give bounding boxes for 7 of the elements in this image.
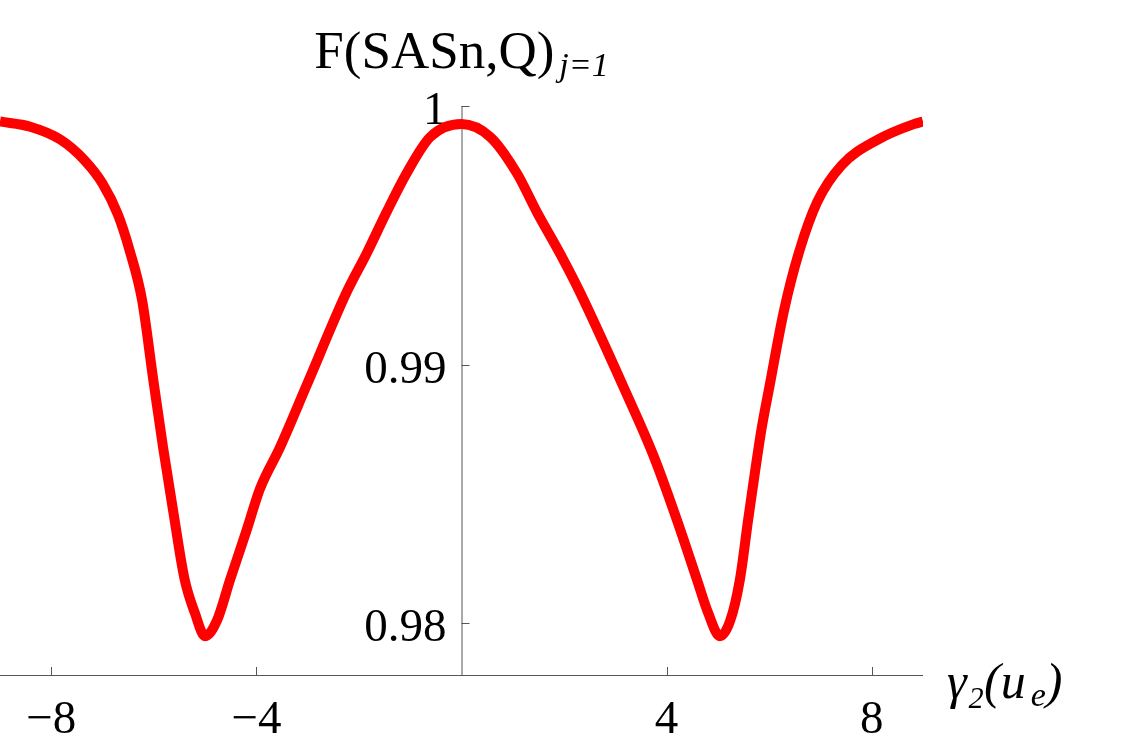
x-tick-label: −8	[26, 691, 77, 743]
y-tick-label: 1	[423, 82, 447, 134]
y-tick-label: 0.98	[364, 599, 447, 652]
x-tick-label: 4	[654, 691, 679, 743]
y-tick-label: 0.99	[364, 340, 447, 393]
x-tick-label: 8	[859, 691, 884, 743]
x-tick-label: −4	[231, 691, 282, 743]
